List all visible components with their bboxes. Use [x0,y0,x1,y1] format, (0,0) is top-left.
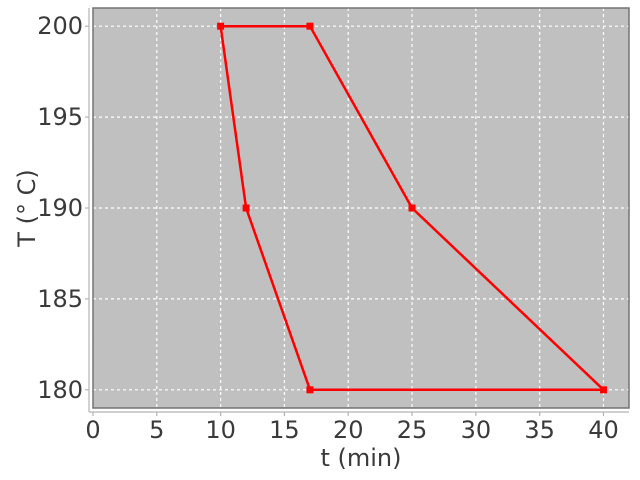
x-tick-label: 10 [205,416,236,444]
data-point-marker [217,22,225,30]
y-tick-label: 200 [37,12,83,40]
data-point-marker [408,204,416,212]
x-tick-label: 20 [333,416,364,444]
x-axis-label: t (min) [320,444,402,472]
data-point-marker [599,386,607,394]
y-tick-label: 195 [37,103,83,131]
y-tick-label: 190 [37,194,83,222]
y-tick-label: 180 [37,376,83,404]
x-tick-label: 15 [269,416,300,444]
data-point-marker [306,22,314,30]
x-tick-label: 30 [461,416,492,444]
tick-labels: 0 5 10 15 20 25 30 35 40 180 185 190 195 200 [37,12,619,444]
y-axis-label: T (° C) [13,169,41,247]
data-point-marker [242,204,250,212]
axis-lines [85,8,629,416]
x-tick-label: 5 [149,416,164,444]
x-tick-label: 40 [588,416,619,444]
plot-border [92,7,630,409]
y-tick-label: 185 [37,285,83,313]
x-tick-label: 25 [397,416,428,444]
x-tick-label: 35 [524,416,555,444]
x-tick-label: 0 [85,416,100,444]
data-point-marker [306,386,314,394]
